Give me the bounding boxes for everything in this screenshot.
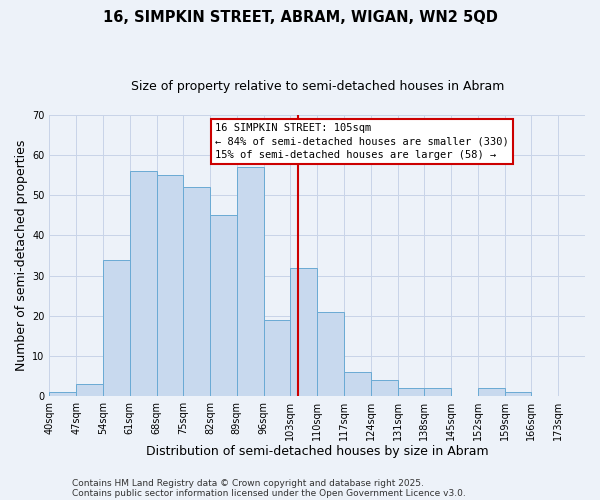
Bar xyxy=(157,175,184,396)
Bar xyxy=(317,312,344,396)
Bar xyxy=(505,392,532,396)
Text: Contains public sector information licensed under the Open Government Licence v3: Contains public sector information licen… xyxy=(72,488,466,498)
Text: 16 SIMPKIN STREET: 105sqm
← 84% of semi-detached houses are smaller (330)
15% of: 16 SIMPKIN STREET: 105sqm ← 84% of semi-… xyxy=(215,124,509,160)
Bar xyxy=(478,388,505,396)
Bar xyxy=(263,320,290,396)
Bar xyxy=(130,171,157,396)
Bar xyxy=(371,380,398,396)
Bar xyxy=(49,392,76,396)
Y-axis label: Number of semi-detached properties: Number of semi-detached properties xyxy=(15,140,28,371)
Bar xyxy=(76,384,103,396)
X-axis label: Distribution of semi-detached houses by size in Abram: Distribution of semi-detached houses by … xyxy=(146,444,488,458)
Bar xyxy=(237,167,263,396)
Bar xyxy=(398,388,424,396)
Bar xyxy=(290,268,317,396)
Bar xyxy=(103,260,130,396)
Text: 16, SIMPKIN STREET, ABRAM, WIGAN, WN2 5QD: 16, SIMPKIN STREET, ABRAM, WIGAN, WN2 5Q… xyxy=(103,10,497,25)
Text: Contains HM Land Registry data © Crown copyright and database right 2025.: Contains HM Land Registry data © Crown c… xyxy=(72,478,424,488)
Bar xyxy=(424,388,451,396)
Title: Size of property relative to semi-detached houses in Abram: Size of property relative to semi-detach… xyxy=(131,80,504,93)
Bar xyxy=(344,372,371,396)
Bar xyxy=(210,216,237,396)
Bar xyxy=(184,188,210,396)
